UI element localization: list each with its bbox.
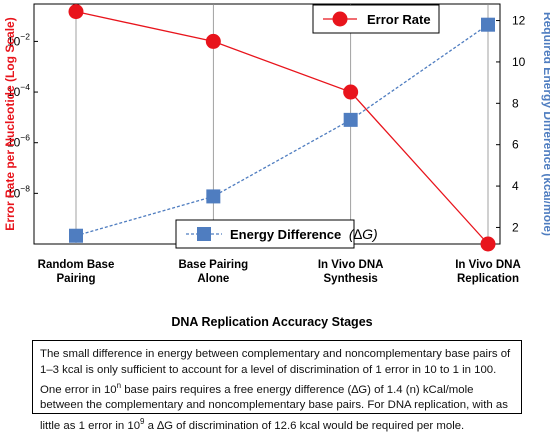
x-category-label-1-0: Base Pairing xyxy=(178,259,248,271)
x-category-labels: Random Base Pairing Base Pairing Alone In Vi… xyxy=(38,259,521,285)
series-0-point-1 xyxy=(205,33,221,49)
right-tick-label-2: 6 xyxy=(512,138,519,152)
left-tick-label-2: 10−6 xyxy=(7,133,30,150)
left-axis-ticks: 10−2 10−4 10−6 10−8 xyxy=(7,31,38,200)
legend-square-marker xyxy=(197,227,211,241)
x-category-label-0-1: Pairing xyxy=(57,273,96,285)
right-axis-ticks: 2 4 6 8 10 12 xyxy=(496,14,526,234)
caption-box: The small difference in energy between c… xyxy=(32,340,522,432)
series-0-point-3 xyxy=(480,236,496,252)
legend-circle-marker xyxy=(332,11,348,27)
series-1-point-2 xyxy=(343,112,358,127)
right-tick-label-5: 12 xyxy=(512,14,526,28)
series-0-point-0 xyxy=(68,4,84,20)
x-category-label-0-0: Random Base xyxy=(38,259,115,271)
legend-energy-label: Energy Difference (∆G) xyxy=(230,226,378,242)
series-1-point-3 xyxy=(481,17,495,32)
caption-part-1: n xyxy=(116,381,122,390)
legend-energy-suffix: (∆G) xyxy=(349,226,378,242)
caption-part-4: a ∆G of discrimination of 12.6 kcal woul… xyxy=(144,419,465,432)
legend-energy-difference: Energy Difference (∆G) xyxy=(175,219,378,249)
dual-axis-line-chart: 10−2 10−4 10−6 10−8 2 4 6 8 10 12 Random Base Pai… xyxy=(3,3,550,329)
legend-error-rate: Error Rate xyxy=(312,4,440,34)
series-1-point-1 xyxy=(206,189,221,204)
caption-part-2: base pairs requires a free energy differ… xyxy=(40,383,508,432)
x-axis-title: DNA Replication Accuracy Stages xyxy=(171,315,372,329)
right-tick-label-0: 2 xyxy=(512,220,519,234)
right-axis-label: Required Energy Difference (kcal/mole) xyxy=(541,12,550,236)
series-line-0 xyxy=(75,10,489,245)
right-tick-label-4: 10 xyxy=(512,55,526,69)
x-category-label-3-1: Replication xyxy=(457,273,519,285)
left-tick-label-1: 10−4 xyxy=(7,82,30,99)
right-tick-label-3: 8 xyxy=(512,96,519,110)
left-tick-label-0: 10−2 xyxy=(7,31,30,48)
x-category-label-1-1: Alone xyxy=(197,273,229,285)
legend-energy-name: Energy Difference xyxy=(230,227,341,242)
plot-area xyxy=(33,3,501,245)
right-tick-label-1: 4 xyxy=(512,179,519,193)
series-line-1 xyxy=(75,24,489,237)
caption-part-0: The small difference in energy between c… xyxy=(40,348,511,396)
left-axis-label: Error Rate per Nucleotide (Log Scale) xyxy=(3,17,17,230)
left-tick-label-3: 10−8 xyxy=(7,183,30,200)
caption-part-3: 9 xyxy=(140,416,145,426)
series-0-point-2 xyxy=(343,84,359,100)
x-category-label-3-0: In Vivo DNA xyxy=(455,259,521,271)
series-1-point-0 xyxy=(69,228,83,243)
legend-error-rate-label: Error Rate xyxy=(367,12,431,27)
caption-text: The small difference in energy between c… xyxy=(40,347,514,434)
series-layer xyxy=(68,4,496,252)
x-category-label-2-0: In Vivo DNA xyxy=(318,259,384,271)
x-category-label-2-1: Synthesis xyxy=(324,273,378,285)
